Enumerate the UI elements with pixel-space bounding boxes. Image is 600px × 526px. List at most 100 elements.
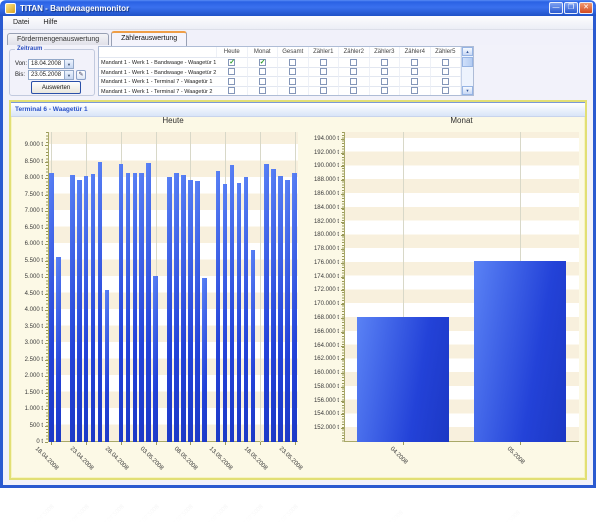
checkbox-zähler4[interactable] (411, 58, 419, 66)
reflection-fade (0, 488, 600, 526)
checkbox-zähler4[interactable] (411, 87, 419, 95)
bar (70, 174, 75, 442)
scroll-down-icon[interactable]: ▼ (462, 86, 473, 95)
bar (264, 163, 269, 442)
menu-item-datei[interactable]: Datei (13, 19, 30, 26)
checkbox-zähler4[interactable] (411, 77, 419, 85)
bar (236, 183, 242, 442)
checkbox-zähler5[interactable] (441, 58, 449, 66)
y-axis-tick (45, 442, 48, 443)
x-axis-tick (402, 442, 404, 445)
checkbox-zähler1[interactable] (319, 58, 327, 66)
checkbox-zähler1[interactable] (319, 68, 327, 76)
checkbox-zähler5[interactable] (441, 68, 449, 76)
tab-zählerauswertung[interactable]: Zählerauswertung (111, 31, 188, 46)
auswerten-button[interactable]: Auswerten (31, 81, 81, 94)
y-axis-label: 152.000 t (313, 425, 339, 432)
checkbox-zähler5[interactable] (441, 77, 449, 85)
checkbox-zähler2[interactable] (350, 68, 358, 76)
bar (125, 172, 131, 442)
y-axis-label: 4.500 t (24, 290, 43, 297)
grid-cell (308, 76, 339, 86)
y-axis-label: 164.000 t (313, 342, 339, 349)
checkbox-gesamt[interactable] (289, 58, 297, 66)
y-axis-tick (341, 290, 344, 292)
y-axis-label: 184.000 t (313, 204, 339, 211)
y-axis-tick (341, 318, 344, 319)
y-axis-tick (45, 277, 48, 279)
grid-column-header: Zähler2 (339, 47, 370, 57)
grid-cell (369, 57, 400, 67)
grid-cell (400, 85, 431, 95)
grid-column-header: Heute (217, 47, 248, 57)
checkbox-zähler1[interactable] (319, 77, 327, 85)
grid-column-header: Gesamt (278, 47, 309, 57)
menu-item-hilfe[interactable]: Hilfe (43, 19, 58, 26)
chevron-down-icon[interactable]: ▼ (64, 71, 73, 79)
y-axis-tick (341, 262, 344, 264)
y-axis-label: 170.000 t (313, 301, 339, 308)
checkbox-zähler4[interactable] (411, 68, 419, 76)
y-axis-label: 194.000 t (313, 135, 339, 142)
zeitraum-groupbox: Zeitraum Von: 18.04.2008 ▼ Bis: 23.05.20… (9, 46, 95, 96)
zeitraum-label: Zeitraum (15, 46, 45, 52)
y-axis-label: 172.000 t (313, 287, 339, 294)
bar (195, 181, 200, 442)
checkbox-gesamt[interactable] (289, 77, 297, 85)
y-axis-label: 2.000 t (24, 373, 43, 380)
scroll-track[interactable] (462, 68, 473, 86)
checkbox-monat[interactable] (258, 68, 266, 76)
checkbox-zähler3[interactable] (380, 87, 388, 95)
grid-scrollbar[interactable]: ▲ ▼ (461, 47, 473, 95)
checkbox-heute[interactable]: ✓ (228, 58, 236, 66)
checkbox-monat[interactable]: ✓ (258, 58, 266, 66)
checkbox-monat[interactable] (258, 87, 266, 95)
maximize-button[interactable]: ❐ (564, 2, 578, 14)
minimize-button[interactable]: — (549, 2, 563, 14)
checkbox-zähler2[interactable] (350, 87, 358, 95)
checkbox-heute[interactable] (228, 87, 236, 95)
checkbox-gesamt[interactable] (289, 68, 297, 76)
y-axis-label: 176.000 t (313, 259, 339, 266)
grid-cell (247, 66, 278, 76)
bis-date-combobox[interactable]: 23.05.2008 ▼ (28, 70, 74, 80)
chart-monat: Monat 152.000 t 154.000 t 156.000 t 158.000 … (303, 116, 585, 468)
checkbox-zähler5[interactable] (441, 87, 449, 95)
y-axis-label: 154.000 t (313, 411, 339, 418)
app-icon (5, 2, 16, 14)
checkbox-zähler3[interactable] (380, 58, 388, 66)
tab-fördermengenauswertung[interactable]: Fördermengenauswertung (7, 33, 110, 46)
chevron-down-icon[interactable]: ▼ (64, 60, 73, 68)
x-axis-tick (259, 442, 261, 445)
close-button[interactable]: ✕ (579, 2, 593, 14)
scroll-up-icon[interactable]: ▲ (462, 47, 473, 56)
bar (49, 172, 54, 442)
y-axis-label: 6.000 t (24, 241, 43, 248)
x-axis-label: 08.05.2008 (173, 446, 199, 472)
bar (285, 179, 290, 442)
y-axis-tick (45, 343, 48, 345)
checkbox-monat[interactable] (258, 77, 266, 85)
checkbox-zähler3[interactable] (380, 68, 388, 76)
y-axis-tick (341, 331, 344, 333)
grid-cell (278, 76, 309, 86)
von-date-combobox[interactable]: 18.04.2008 ▼ (28, 59, 74, 69)
edit-icon: ✎ (78, 72, 84, 78)
edit-date-button[interactable]: ✎ (76, 70, 86, 80)
checkbox-zähler2[interactable] (350, 58, 358, 66)
y-axis-label: 8.500 t (24, 158, 43, 165)
y-axis-tick (45, 227, 48, 229)
checkbox-zähler2[interactable] (350, 77, 358, 85)
checkbox-heute[interactable] (228, 68, 236, 76)
bar (174, 172, 179, 442)
checkbox-gesamt[interactable] (289, 87, 297, 95)
grid-column-header: Monat (248, 47, 278, 57)
y-axis-tick (341, 400, 344, 402)
y-axis-label: 192.000 t (313, 149, 339, 156)
grid-column-header: Zähler4 (400, 47, 431, 57)
checkbox-zähler3[interactable] (380, 77, 388, 85)
checkbox-zähler1[interactable] (319, 87, 327, 95)
checkbox-heute[interactable] (228, 77, 236, 85)
scroll-thumb[interactable] (462, 57, 473, 67)
grid-cell (369, 76, 400, 86)
